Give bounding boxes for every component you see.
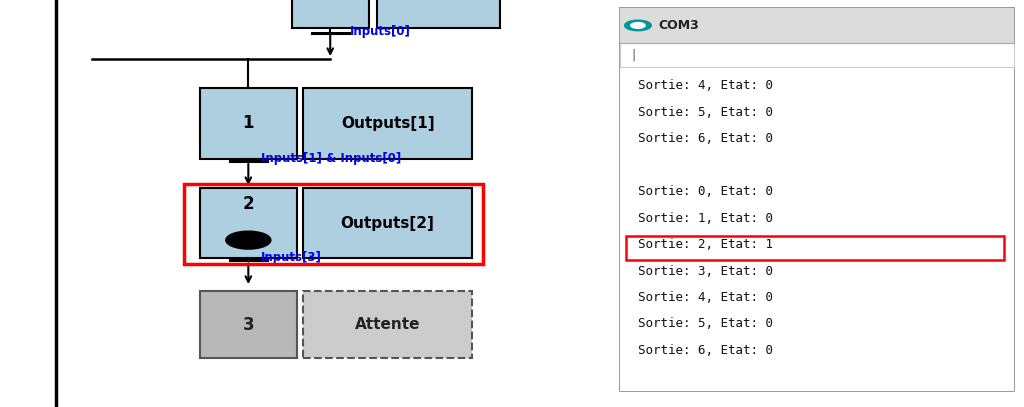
Text: 1: 1 (243, 114, 254, 132)
Text: Sortie: 6, Etat: 0: Sortie: 6, Etat: 0 (638, 344, 773, 357)
Text: 2: 2 (243, 195, 254, 212)
Circle shape (631, 22, 645, 28)
Bar (200, 188, 297, 258)
Text: Sortie: 5, Etat: 0: Sortie: 5, Etat: 0 (638, 317, 773, 330)
Bar (303, 88, 472, 159)
Text: Sortie: 1, Etat: 0: Sortie: 1, Etat: 0 (638, 212, 773, 225)
Bar (200, 291, 297, 358)
Text: Sortie: 2, Etat: 1: Sortie: 2, Etat: 1 (638, 238, 773, 251)
Text: Inputs[3]: Inputs[3] (261, 251, 322, 264)
Text: Attente: Attente (355, 317, 420, 332)
Text: COM3: COM3 (658, 19, 699, 32)
Text: Outputs[2]: Outputs[2] (341, 216, 434, 231)
Text: Sortie: 5, Etat: 0: Sortie: 5, Etat: 0 (638, 106, 773, 119)
Bar (303, 188, 472, 258)
Text: Outputs[1]: Outputs[1] (341, 116, 434, 131)
Circle shape (225, 231, 270, 249)
Text: Sortie: 4, Etat: 0: Sortie: 4, Etat: 0 (638, 291, 773, 304)
Bar (620, 67, 1014, 391)
Bar (200, 88, 297, 159)
Bar (184, 184, 483, 264)
Bar (292, 0, 369, 28)
Text: Sortie: 3, Etat: 0: Sortie: 3, Etat: 0 (638, 265, 773, 278)
Circle shape (625, 20, 651, 31)
Bar (377, 0, 500, 28)
Text: Sortie: 4, Etat: 0: Sortie: 4, Etat: 0 (638, 79, 773, 92)
Bar (303, 291, 472, 358)
Text: Inputs[1] & Inputs[0]: Inputs[1] & Inputs[0] (261, 152, 401, 165)
Text: |: | (632, 48, 636, 61)
Text: Inputs[0]: Inputs[0] (350, 25, 411, 38)
Bar (620, 8, 1014, 391)
Bar (620, 43, 1014, 67)
Bar (626, 236, 1004, 260)
Text: Sortie: 0, Etat: 0: Sortie: 0, Etat: 0 (638, 185, 773, 198)
Bar (620, 8, 1014, 43)
Text: Sortie: 6, Etat: 0: Sortie: 6, Etat: 0 (638, 132, 773, 145)
Text: 3: 3 (243, 315, 254, 334)
